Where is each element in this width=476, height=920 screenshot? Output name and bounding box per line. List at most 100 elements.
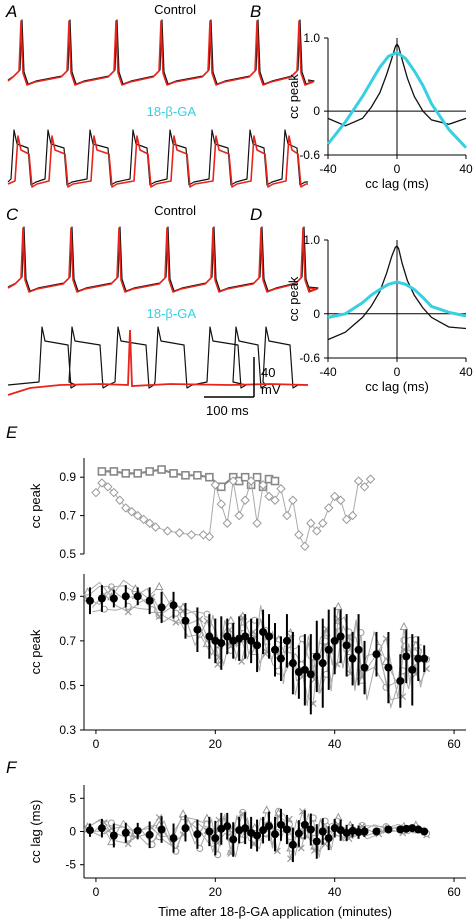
square-marker xyxy=(205,472,214,482)
trace-red xyxy=(7,135,308,188)
square-marker xyxy=(252,472,262,482)
diamond-marker xyxy=(115,495,125,505)
mean-marker xyxy=(336,632,345,641)
x-tick-label: 20 xyxy=(209,885,223,899)
y-tick-label: 0.9 xyxy=(59,589,76,603)
trace-red xyxy=(7,227,318,293)
mean-marker xyxy=(318,659,327,668)
chart-d: 1.0 0 -0.6-40 0 40 cc lag (ms) cc peak xyxy=(286,233,473,394)
diamond-marker xyxy=(365,474,376,484)
y-axis-label: cc peak xyxy=(28,483,43,528)
chart-e-bottom: 0.9 0.7 0.5 0.3 0 20 40 60 cc peak xyxy=(28,574,466,751)
diamond-marker xyxy=(103,482,113,492)
mean-marker xyxy=(312,837,321,846)
panel-label-f: F xyxy=(6,758,18,777)
diamond-marker xyxy=(222,518,232,528)
mean-marker xyxy=(109,594,118,603)
y-tick-label: 0.9 xyxy=(59,470,76,484)
mean-marker xyxy=(169,834,178,843)
triangle-marker xyxy=(154,581,164,590)
mean-marker xyxy=(420,654,429,663)
diamond-marker xyxy=(162,526,173,536)
y-tick-label: -0.6 xyxy=(299,148,320,162)
trace-black xyxy=(7,226,319,292)
mean-marker xyxy=(193,625,202,634)
y-tick-label: 0.5 xyxy=(59,678,76,692)
scalebar-h-label: 100 ms xyxy=(206,403,249,418)
mean-marker xyxy=(211,834,220,843)
mean-marker xyxy=(133,592,142,601)
triangle-marker xyxy=(399,621,409,630)
mean-marker xyxy=(372,827,381,836)
mean-marker xyxy=(181,824,190,833)
diamond-marker xyxy=(335,495,346,505)
mean-marker xyxy=(300,665,309,674)
cross-marker xyxy=(172,618,180,626)
mean-marker xyxy=(229,835,238,844)
diamond-marker xyxy=(276,484,286,494)
x-axis-label: cc lag (ms) xyxy=(365,176,429,191)
triangle-marker xyxy=(333,601,343,610)
diamond-marker xyxy=(109,487,119,498)
mean-marker xyxy=(276,654,285,663)
mean-marker xyxy=(282,825,291,834)
mean-marker xyxy=(157,603,166,612)
mean-marker xyxy=(306,670,315,679)
diamond-marker xyxy=(204,532,215,542)
mean-marker xyxy=(253,641,262,650)
diamond-marker xyxy=(288,495,298,505)
mean-marker xyxy=(205,827,214,836)
y-axis-label: cc peak xyxy=(286,74,301,119)
y-tick-label: 5 xyxy=(69,791,76,805)
diamond-marker xyxy=(252,518,262,528)
y-tick-label: -0.6 xyxy=(299,351,320,365)
x-tick-label: 60 xyxy=(447,737,461,751)
scalebar-v-value: 40 xyxy=(261,365,275,380)
panel-label-e: E xyxy=(6,423,18,442)
y-axis-label: cc peak xyxy=(286,276,301,321)
mean-marker xyxy=(330,636,339,645)
scalebar-v-unit: mV xyxy=(261,382,281,397)
trace-red xyxy=(7,20,314,86)
diamond-marker xyxy=(97,478,107,488)
cross-marker xyxy=(124,608,132,616)
diamond-marker xyxy=(91,487,101,498)
square-marker xyxy=(270,476,280,486)
mean-marker xyxy=(396,825,405,834)
mean-marker xyxy=(414,654,423,663)
mean-marker xyxy=(85,826,94,835)
mean-marker xyxy=(97,594,106,603)
mean-marker xyxy=(217,639,226,648)
x-tick-label: 40 xyxy=(328,885,342,899)
mean-marker xyxy=(205,632,214,641)
y-tick-label: 0 xyxy=(69,825,76,839)
trace-c-control xyxy=(7,226,319,293)
mean-marker xyxy=(145,596,154,605)
mean-marker xyxy=(324,834,333,843)
panel-label-a: A xyxy=(5,2,17,21)
y-axis-label: cc peak xyxy=(28,629,43,674)
x-tick-label: 40 xyxy=(459,162,473,176)
cc-curve-control xyxy=(327,244,467,341)
y-tick-label: 0 xyxy=(313,104,320,118)
diamond-marker xyxy=(216,499,226,509)
diamond-marker xyxy=(228,476,238,486)
square-marker xyxy=(240,472,250,482)
y-tick-label: 1.0 xyxy=(303,31,320,45)
mean-marker xyxy=(402,824,411,833)
mean-marker xyxy=(121,828,130,837)
diamond-marker xyxy=(264,491,274,502)
mean-marker xyxy=(288,659,297,668)
mean-marker xyxy=(360,827,369,836)
mean-marker xyxy=(133,826,142,835)
mean-marker xyxy=(169,601,178,610)
x-tick-label: 40 xyxy=(328,737,342,751)
diamond-marker xyxy=(324,503,334,513)
x-tick-label: -40 xyxy=(319,162,337,176)
mean-marker xyxy=(181,616,190,625)
x-tick-label: 60 xyxy=(447,885,461,899)
y-axis-label: cc lag (ms) xyxy=(28,800,43,864)
diamond-marker xyxy=(127,507,137,517)
mean-marker xyxy=(121,592,130,601)
